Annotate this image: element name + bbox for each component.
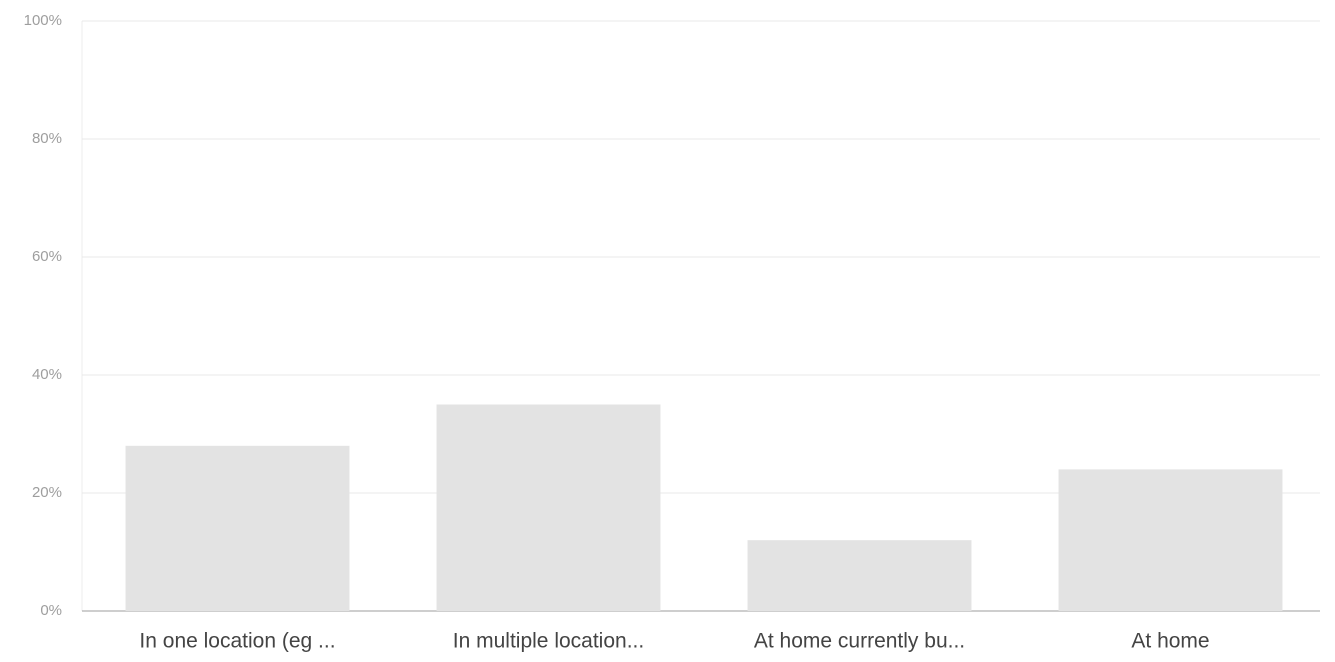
y-tick-label: 80% [32, 130, 62, 147]
y-tick-label: 40% [32, 366, 62, 383]
y-tick-label: 20% [32, 484, 62, 501]
x-tick-label: At home [1131, 630, 1209, 653]
y-tick-label: 0% [40, 602, 62, 619]
y-tick-label: 60% [32, 248, 62, 265]
bar [747, 540, 972, 611]
bar [436, 404, 661, 611]
bar [1058, 469, 1283, 611]
x-tick-label: In multiple location... [453, 630, 644, 653]
x-tick-label: In one location (eg ... [139, 630, 335, 653]
bar [125, 445, 350, 611]
x-tick-label: At home currently bu... [754, 630, 965, 653]
y-tick-label: 100% [24, 12, 62, 29]
